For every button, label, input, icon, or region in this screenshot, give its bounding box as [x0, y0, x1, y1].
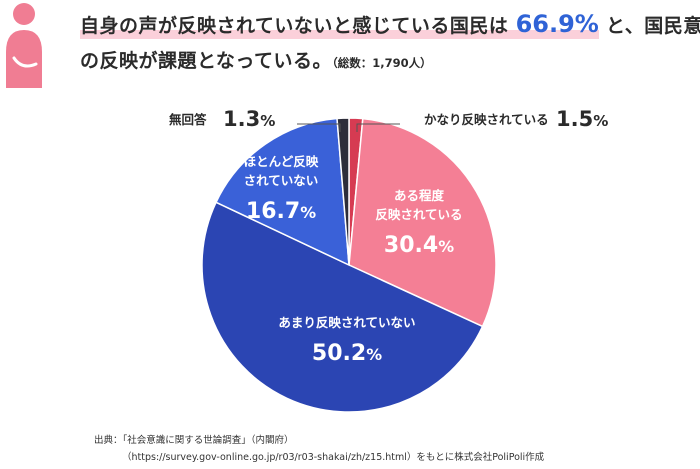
source-line-2: （https://survey.gov-online.go.jp/r03/r03… — [122, 452, 545, 463]
s1-value: 30.4% — [384, 233, 454, 258]
pie-slice-3 — [215, 117, 350, 267]
s3-label-line: されていない — [244, 173, 319, 188]
s4-value: 1.3% — [223, 107, 275, 131]
pie-slice-1 — [348, 117, 497, 328]
pie-slice-2 — [201, 201, 484, 413]
leader-line-s0 — [356, 123, 400, 132]
headline-text-1b: と、国民意見 — [605, 15, 700, 37]
s3-value: 16.7% — [246, 199, 316, 224]
s0-value: 1.5% — [556, 107, 608, 131]
source-line-1: 出典：「社会意識に関する世論調査」（内閣府） — [94, 435, 294, 446]
person-icon — [6, 3, 42, 88]
s2-label-line: あまり反映されていない — [278, 315, 415, 330]
s1-label-line: ある程度 — [394, 188, 445, 203]
headline-highlight-value: 66.9% — [515, 10, 599, 38]
headline-text-1: 自身の声が反映されていないと感じている国民は — [80, 15, 509, 37]
s0-label: かなり反映されている — [424, 112, 549, 127]
pie-slice-4 — [336, 117, 350, 266]
total-count-note: （総数：1,790人） — [331, 56, 432, 70]
s1-label-line: 反映されている — [375, 207, 462, 222]
headline-text-2: の反映が課題となっている。 — [80, 50, 332, 72]
leader-line-s4 — [297, 123, 341, 132]
s4-label: 無回答 — [169, 112, 207, 127]
s2-value: 50.2% — [312, 341, 382, 366]
s3-label-line: ほとんど反映 — [244, 154, 319, 169]
source-note: 出典：「社会意識に関する世論調査」（内閣府） （https://survey.g… — [94, 432, 544, 466]
